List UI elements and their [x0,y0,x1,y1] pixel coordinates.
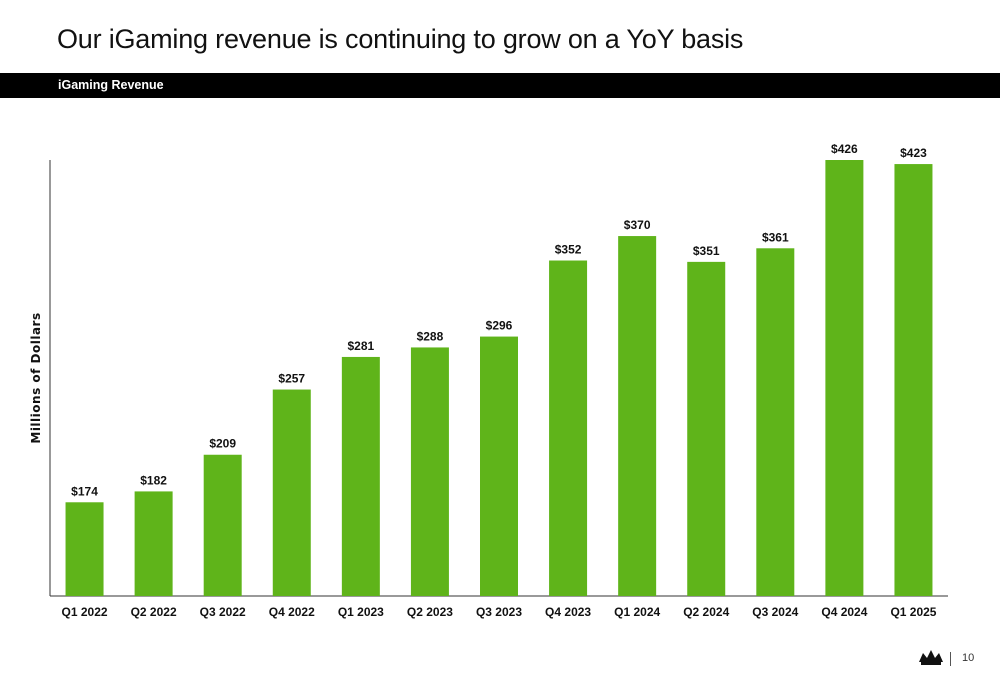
x-tick-label: Q3 2022 [200,605,246,619]
data-label: $281 [347,339,374,353]
x-tick-label: Q4 2022 [269,605,315,619]
x-tick-label: Q1 2024 [614,605,660,619]
x-tick-label: Q2 2022 [131,605,177,619]
bar-q1-2024 [618,236,657,596]
data-label: $288 [417,329,444,343]
bar-q3-2024 [756,248,795,596]
data-label: $182 [140,473,167,487]
section-banner: iGaming Revenue [0,73,1000,98]
page-number: 10 [962,652,975,664]
data-label: $423 [900,146,927,160]
data-label: $257 [278,372,305,386]
bar-q2-2023 [410,347,449,596]
page-title: Our iGaming revenue is continuing to gro… [57,24,744,54]
data-label: $426 [831,142,858,156]
bar-q4-2023 [549,260,588,596]
data-label: $351 [693,244,720,258]
bar-q1-2023 [341,356,380,596]
x-tick-label: Q3 2024 [752,605,798,619]
x-tick-label: Q4 2024 [821,605,867,619]
bar-q3-2022 [203,454,242,596]
bar-q2-2024 [687,261,726,596]
x-tick-label: Q2 2024 [683,605,729,619]
x-tick-label: Q4 2023 [545,605,591,619]
data-label: $209 [209,437,236,451]
bar-q1-2025 [894,164,933,596]
x-tick-label: Q3 2023 [476,605,522,619]
bar-q1-2022 [65,502,104,596]
x-tick-label: Q1 2023 [338,605,384,619]
bar-q4-2024 [825,160,864,596]
data-label: $296 [486,319,513,333]
bar-q4-2022 [272,389,311,596]
data-label: $174 [71,484,98,498]
data-label: $370 [624,218,651,232]
x-tick-label: Q1 2025 [890,605,936,619]
crown-logo-icon [919,650,943,665]
bar-q3-2023 [480,336,518,596]
banner-label: iGaming Revenue [58,78,164,92]
x-tick-label: Q2 2023 [407,605,453,619]
footer-divider [950,652,951,666]
data-label: $361 [762,230,789,244]
data-label: $352 [555,243,582,257]
x-tick-label: Q1 2022 [62,605,108,619]
bar-q2-2022 [134,491,173,596]
